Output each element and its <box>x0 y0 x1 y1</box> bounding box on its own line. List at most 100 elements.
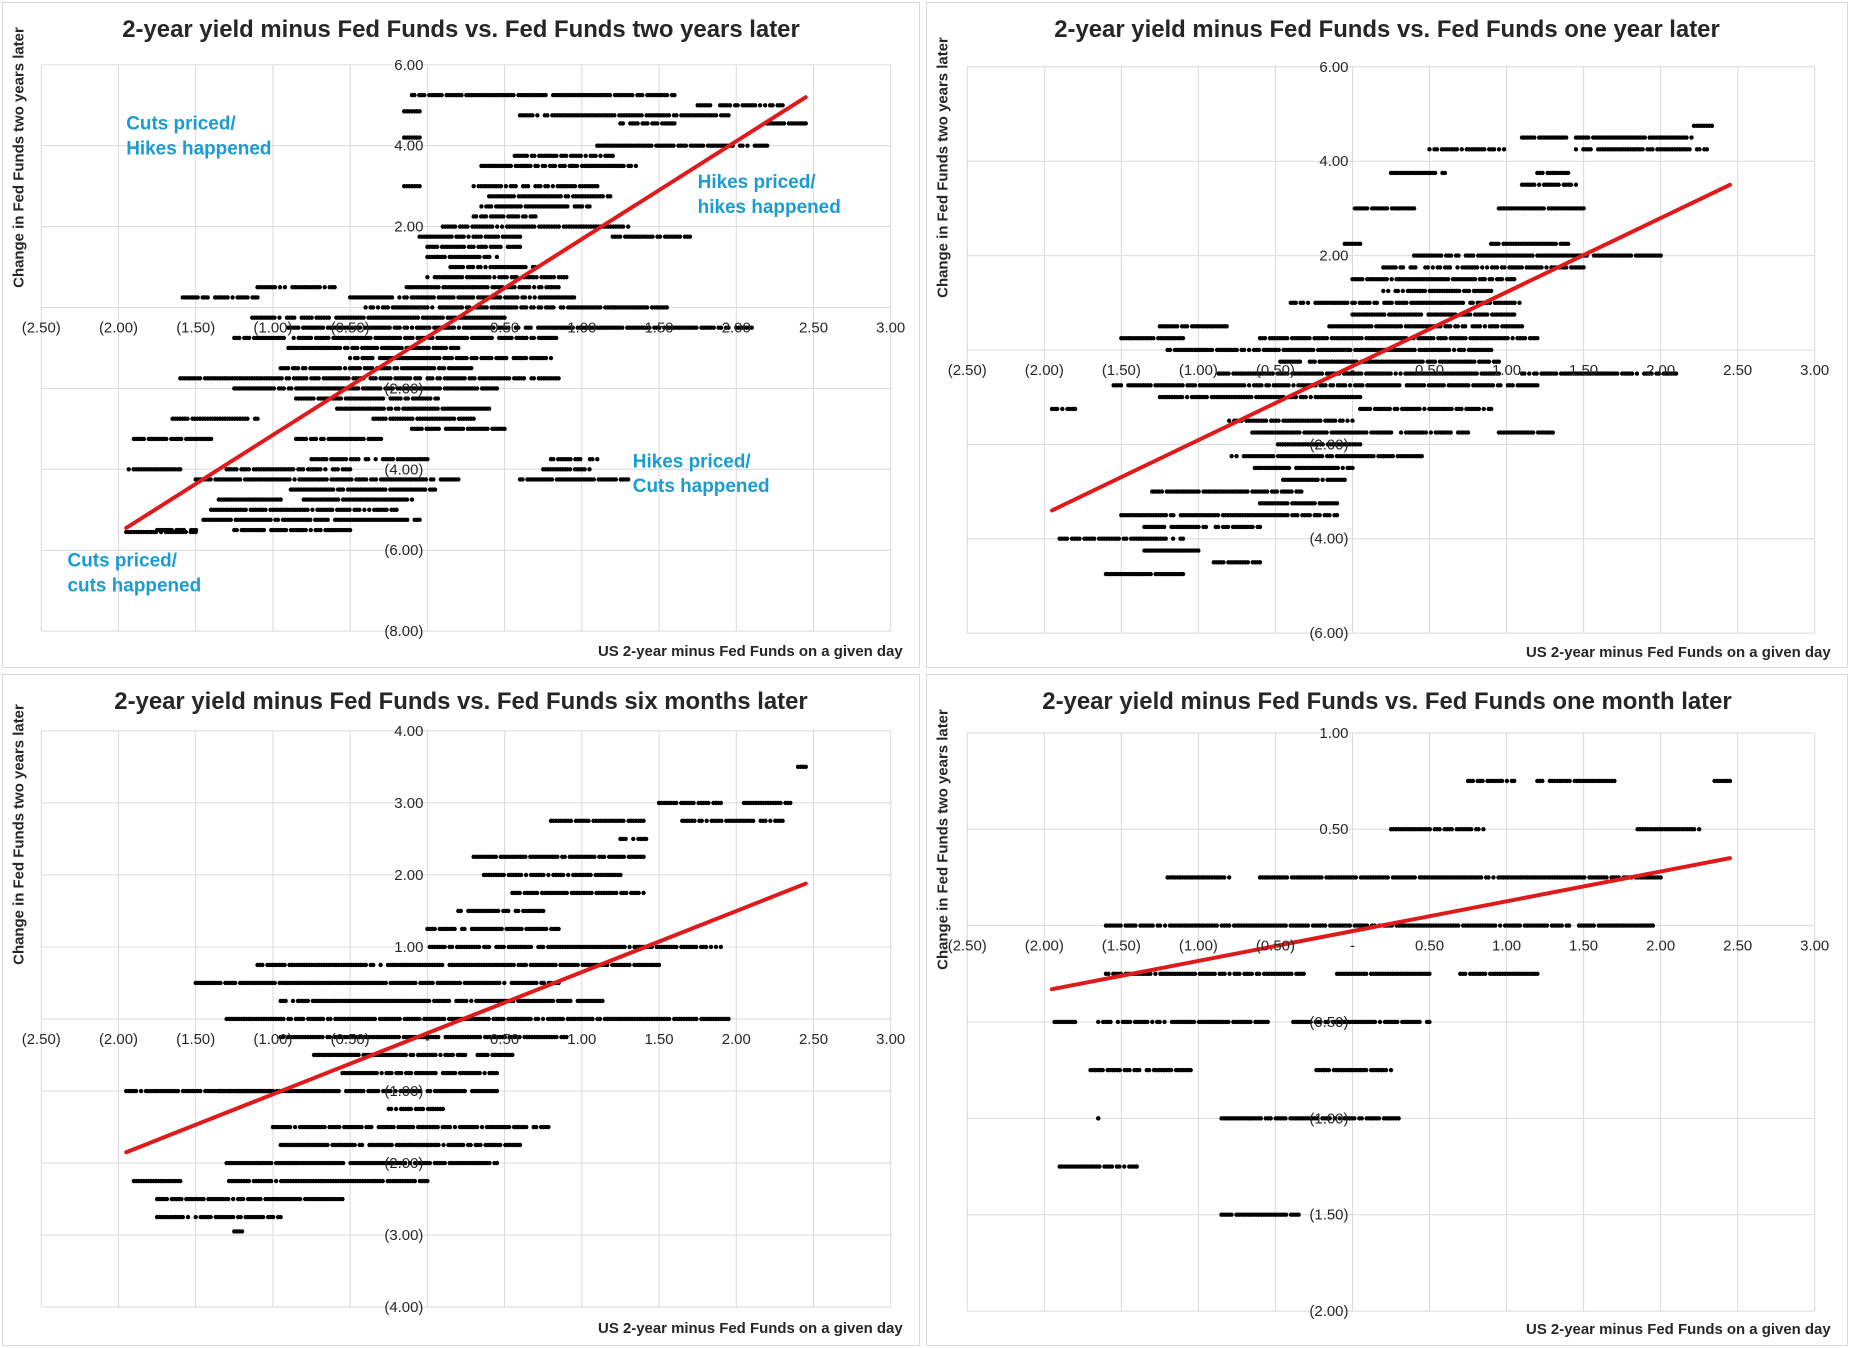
data-point <box>570 325 575 330</box>
data-point <box>1364 430 1369 435</box>
data-point <box>628 163 634 169</box>
data-point <box>1535 335 1540 341</box>
data-point <box>528 325 533 330</box>
data-point <box>1319 453 1325 459</box>
data-point <box>1421 383 1427 388</box>
data-point <box>561 305 566 310</box>
data-point <box>422 92 427 98</box>
data-point <box>490 224 495 229</box>
data-point <box>1457 288 1462 294</box>
data-point <box>1335 465 1341 471</box>
data-point <box>1496 359 1502 364</box>
data-point <box>1184 324 1190 329</box>
data-point <box>781 121 787 126</box>
data-point <box>1629 371 1635 376</box>
data-point <box>1472 276 1478 282</box>
data-point <box>1285 501 1290 506</box>
data-point <box>694 325 699 330</box>
data-point <box>397 325 402 330</box>
data-point <box>764 143 770 148</box>
data-point <box>1530 430 1536 435</box>
data-point <box>281 386 287 391</box>
data-point <box>498 183 504 189</box>
data-point <box>1697 147 1702 152</box>
data-point <box>1389 276 1394 282</box>
data-point <box>462 376 467 381</box>
data-point <box>525 183 531 189</box>
data-point <box>492 274 497 280</box>
data-point <box>1266 383 1272 388</box>
data-point <box>1367 406 1373 412</box>
data-point <box>506 325 511 330</box>
data-point <box>1262 335 1268 341</box>
data-point <box>246 467 252 472</box>
data-point <box>1709 123 1715 129</box>
data-point <box>356 386 361 391</box>
data-point <box>1388 371 1393 376</box>
data-point <box>466 234 471 239</box>
data-point <box>564 274 569 280</box>
data-point <box>1420 359 1425 364</box>
data-point <box>640 92 645 98</box>
x-tick-label: 1.00 <box>567 319 596 336</box>
data-point <box>396 406 401 411</box>
data-point <box>626 224 631 229</box>
data-point <box>237 335 242 341</box>
y-tick-label: (8.00) <box>384 623 423 640</box>
data-point <box>677 234 683 239</box>
data-point <box>1163 512 1169 518</box>
data-point <box>1563 135 1569 140</box>
data-point <box>1461 347 1467 353</box>
data-point <box>459 305 465 310</box>
data-point <box>431 295 436 300</box>
data-point <box>478 264 483 270</box>
y-tick-label: 4.00 <box>394 138 423 155</box>
data-point <box>770 103 775 108</box>
data-point <box>630 92 635 98</box>
data-point <box>752 103 758 108</box>
data-point <box>534 274 539 280</box>
data-point <box>1536 182 1542 187</box>
data-point <box>1519 324 1525 329</box>
data-point <box>347 355 353 361</box>
data-point <box>412 92 417 98</box>
data-point <box>291 335 296 341</box>
data-point <box>1395 406 1400 412</box>
data-point <box>292 315 297 320</box>
data-point <box>325 517 330 523</box>
data-point <box>718 325 724 330</box>
data-point <box>1285 512 1290 518</box>
data-point <box>598 153 603 159</box>
x-tick-label: (1.50) <box>176 319 215 336</box>
data-point <box>1491 147 1497 152</box>
data-point <box>502 426 507 432</box>
data-point <box>1532 135 1537 140</box>
data-point <box>1259 383 1264 388</box>
data-point <box>370 355 375 361</box>
y-tick-label: 2.00 <box>394 219 423 236</box>
data-point <box>1381 288 1386 294</box>
data-point <box>321 436 326 442</box>
data-point <box>1386 288 1391 294</box>
data-point <box>126 467 131 472</box>
data-point <box>1485 312 1490 317</box>
data-point <box>1517 300 1522 305</box>
data-point <box>713 113 719 118</box>
data-point <box>373 477 379 482</box>
data-point <box>387 366 392 371</box>
data-point <box>587 467 592 472</box>
data-point <box>583 153 588 159</box>
data-point <box>1488 288 1494 294</box>
data-point <box>1234 453 1239 459</box>
data-point <box>515 295 520 300</box>
data-point <box>1488 347 1494 353</box>
data-point <box>620 121 626 126</box>
data-point <box>1427 147 1432 152</box>
data-point <box>550 183 556 189</box>
data-point <box>1404 300 1409 305</box>
data-point <box>430 376 435 381</box>
data-point <box>316 376 321 381</box>
annotation-text: Hikes priced/ <box>698 172 817 193</box>
data-point <box>1327 512 1332 518</box>
data-point <box>647 325 652 330</box>
